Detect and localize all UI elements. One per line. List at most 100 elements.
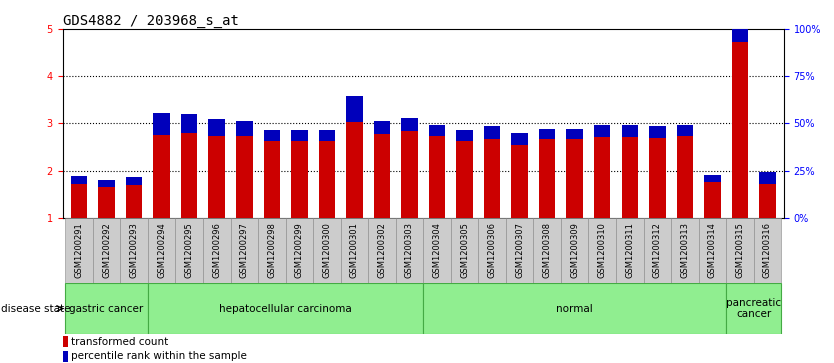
Bar — [71, 184, 88, 218]
Bar — [616, 218, 644, 283]
Bar — [676, 136, 693, 218]
Bar — [401, 118, 418, 131]
Bar — [649, 138, 666, 218]
Bar — [175, 218, 203, 283]
Text: GSM1200293: GSM1200293 — [129, 223, 138, 278]
Bar — [759, 184, 776, 218]
Bar — [589, 218, 616, 283]
Text: GSM1200309: GSM1200309 — [570, 223, 579, 278]
Bar — [566, 129, 583, 139]
Bar — [153, 135, 170, 218]
Bar — [561, 218, 589, 283]
Bar — [93, 218, 120, 283]
Text: normal: normal — [556, 303, 593, 314]
Text: GSM1200305: GSM1200305 — [460, 223, 469, 278]
Bar — [153, 113, 170, 135]
Text: GSM1200307: GSM1200307 — [515, 223, 524, 278]
Text: percentile rank within the sample: percentile rank within the sample — [71, 351, 247, 361]
Bar — [208, 136, 225, 218]
Bar — [63, 336, 68, 347]
Bar — [401, 131, 418, 218]
Bar — [671, 218, 699, 283]
Bar — [319, 141, 335, 218]
Bar — [258, 218, 285, 283]
Bar — [340, 218, 368, 283]
Bar — [731, 42, 748, 218]
Text: GSM1200310: GSM1200310 — [598, 223, 606, 278]
Bar — [759, 172, 776, 184]
Bar — [181, 133, 198, 218]
Bar — [291, 141, 308, 218]
Bar — [120, 218, 148, 283]
Text: GSM1200295: GSM1200295 — [184, 223, 193, 278]
Bar — [539, 129, 555, 139]
Bar — [236, 136, 253, 218]
Bar — [429, 125, 445, 136]
Bar — [539, 139, 555, 218]
Bar — [98, 180, 115, 187]
Bar — [423, 218, 451, 283]
Bar — [423, 283, 726, 334]
Text: GSM1200312: GSM1200312 — [653, 223, 662, 278]
Bar — [148, 218, 175, 283]
Bar — [264, 130, 280, 141]
Bar — [65, 218, 93, 283]
Bar — [594, 125, 610, 136]
Bar — [754, 218, 781, 283]
Text: GDS4882 / 203968_s_at: GDS4882 / 203968_s_at — [63, 14, 239, 28]
Bar — [594, 136, 610, 218]
Bar — [699, 218, 726, 283]
Bar — [484, 126, 500, 139]
Bar — [374, 134, 390, 218]
Bar — [451, 218, 479, 283]
Bar — [456, 141, 473, 218]
Text: GSM1200292: GSM1200292 — [102, 223, 111, 278]
Bar — [644, 218, 671, 283]
Bar — [264, 141, 280, 218]
Bar — [704, 182, 721, 218]
Text: hepatocellular carcinoma: hepatocellular carcinoma — [219, 303, 352, 314]
Text: GSM1200297: GSM1200297 — [240, 223, 249, 278]
Bar — [534, 218, 561, 283]
Text: GSM1200294: GSM1200294 — [157, 223, 166, 278]
Bar — [313, 218, 340, 283]
Bar — [230, 218, 258, 283]
Bar — [676, 125, 693, 136]
Bar — [203, 218, 230, 283]
Bar — [506, 218, 534, 283]
Bar — [126, 177, 143, 185]
Bar — [704, 175, 721, 182]
Bar — [621, 136, 638, 218]
Text: GSM1200299: GSM1200299 — [295, 223, 304, 278]
Text: GSM1200316: GSM1200316 — [763, 223, 772, 278]
Text: GSM1200303: GSM1200303 — [405, 223, 414, 278]
Bar — [346, 122, 363, 218]
Bar — [148, 283, 423, 334]
Text: GSM1200296: GSM1200296 — [212, 223, 221, 278]
Text: GSM1200301: GSM1200301 — [350, 223, 359, 278]
Bar — [65, 283, 148, 334]
Bar — [649, 126, 666, 138]
Text: GSM1200308: GSM1200308 — [543, 223, 551, 278]
Bar — [126, 185, 143, 218]
Text: GSM1200302: GSM1200302 — [378, 223, 386, 278]
Bar — [291, 130, 308, 141]
Bar — [236, 121, 253, 136]
Bar — [566, 139, 583, 218]
Text: pancreatic
cancer: pancreatic cancer — [726, 298, 781, 319]
Bar — [511, 133, 528, 144]
Text: GSM1200313: GSM1200313 — [681, 223, 690, 278]
Text: transformed count: transformed count — [71, 337, 168, 347]
Bar — [63, 351, 68, 362]
Bar — [368, 218, 395, 283]
Bar — [374, 121, 390, 134]
Text: disease state: disease state — [1, 303, 70, 314]
Bar — [731, 0, 748, 42]
Bar — [346, 96, 363, 122]
Text: GSM1200311: GSM1200311 — [626, 223, 635, 278]
Bar — [208, 119, 225, 136]
Text: GSM1200291: GSM1200291 — [74, 223, 83, 278]
Bar — [726, 218, 754, 283]
Text: GSM1200315: GSM1200315 — [736, 223, 745, 278]
Text: gastric cancer: gastric cancer — [69, 303, 143, 314]
